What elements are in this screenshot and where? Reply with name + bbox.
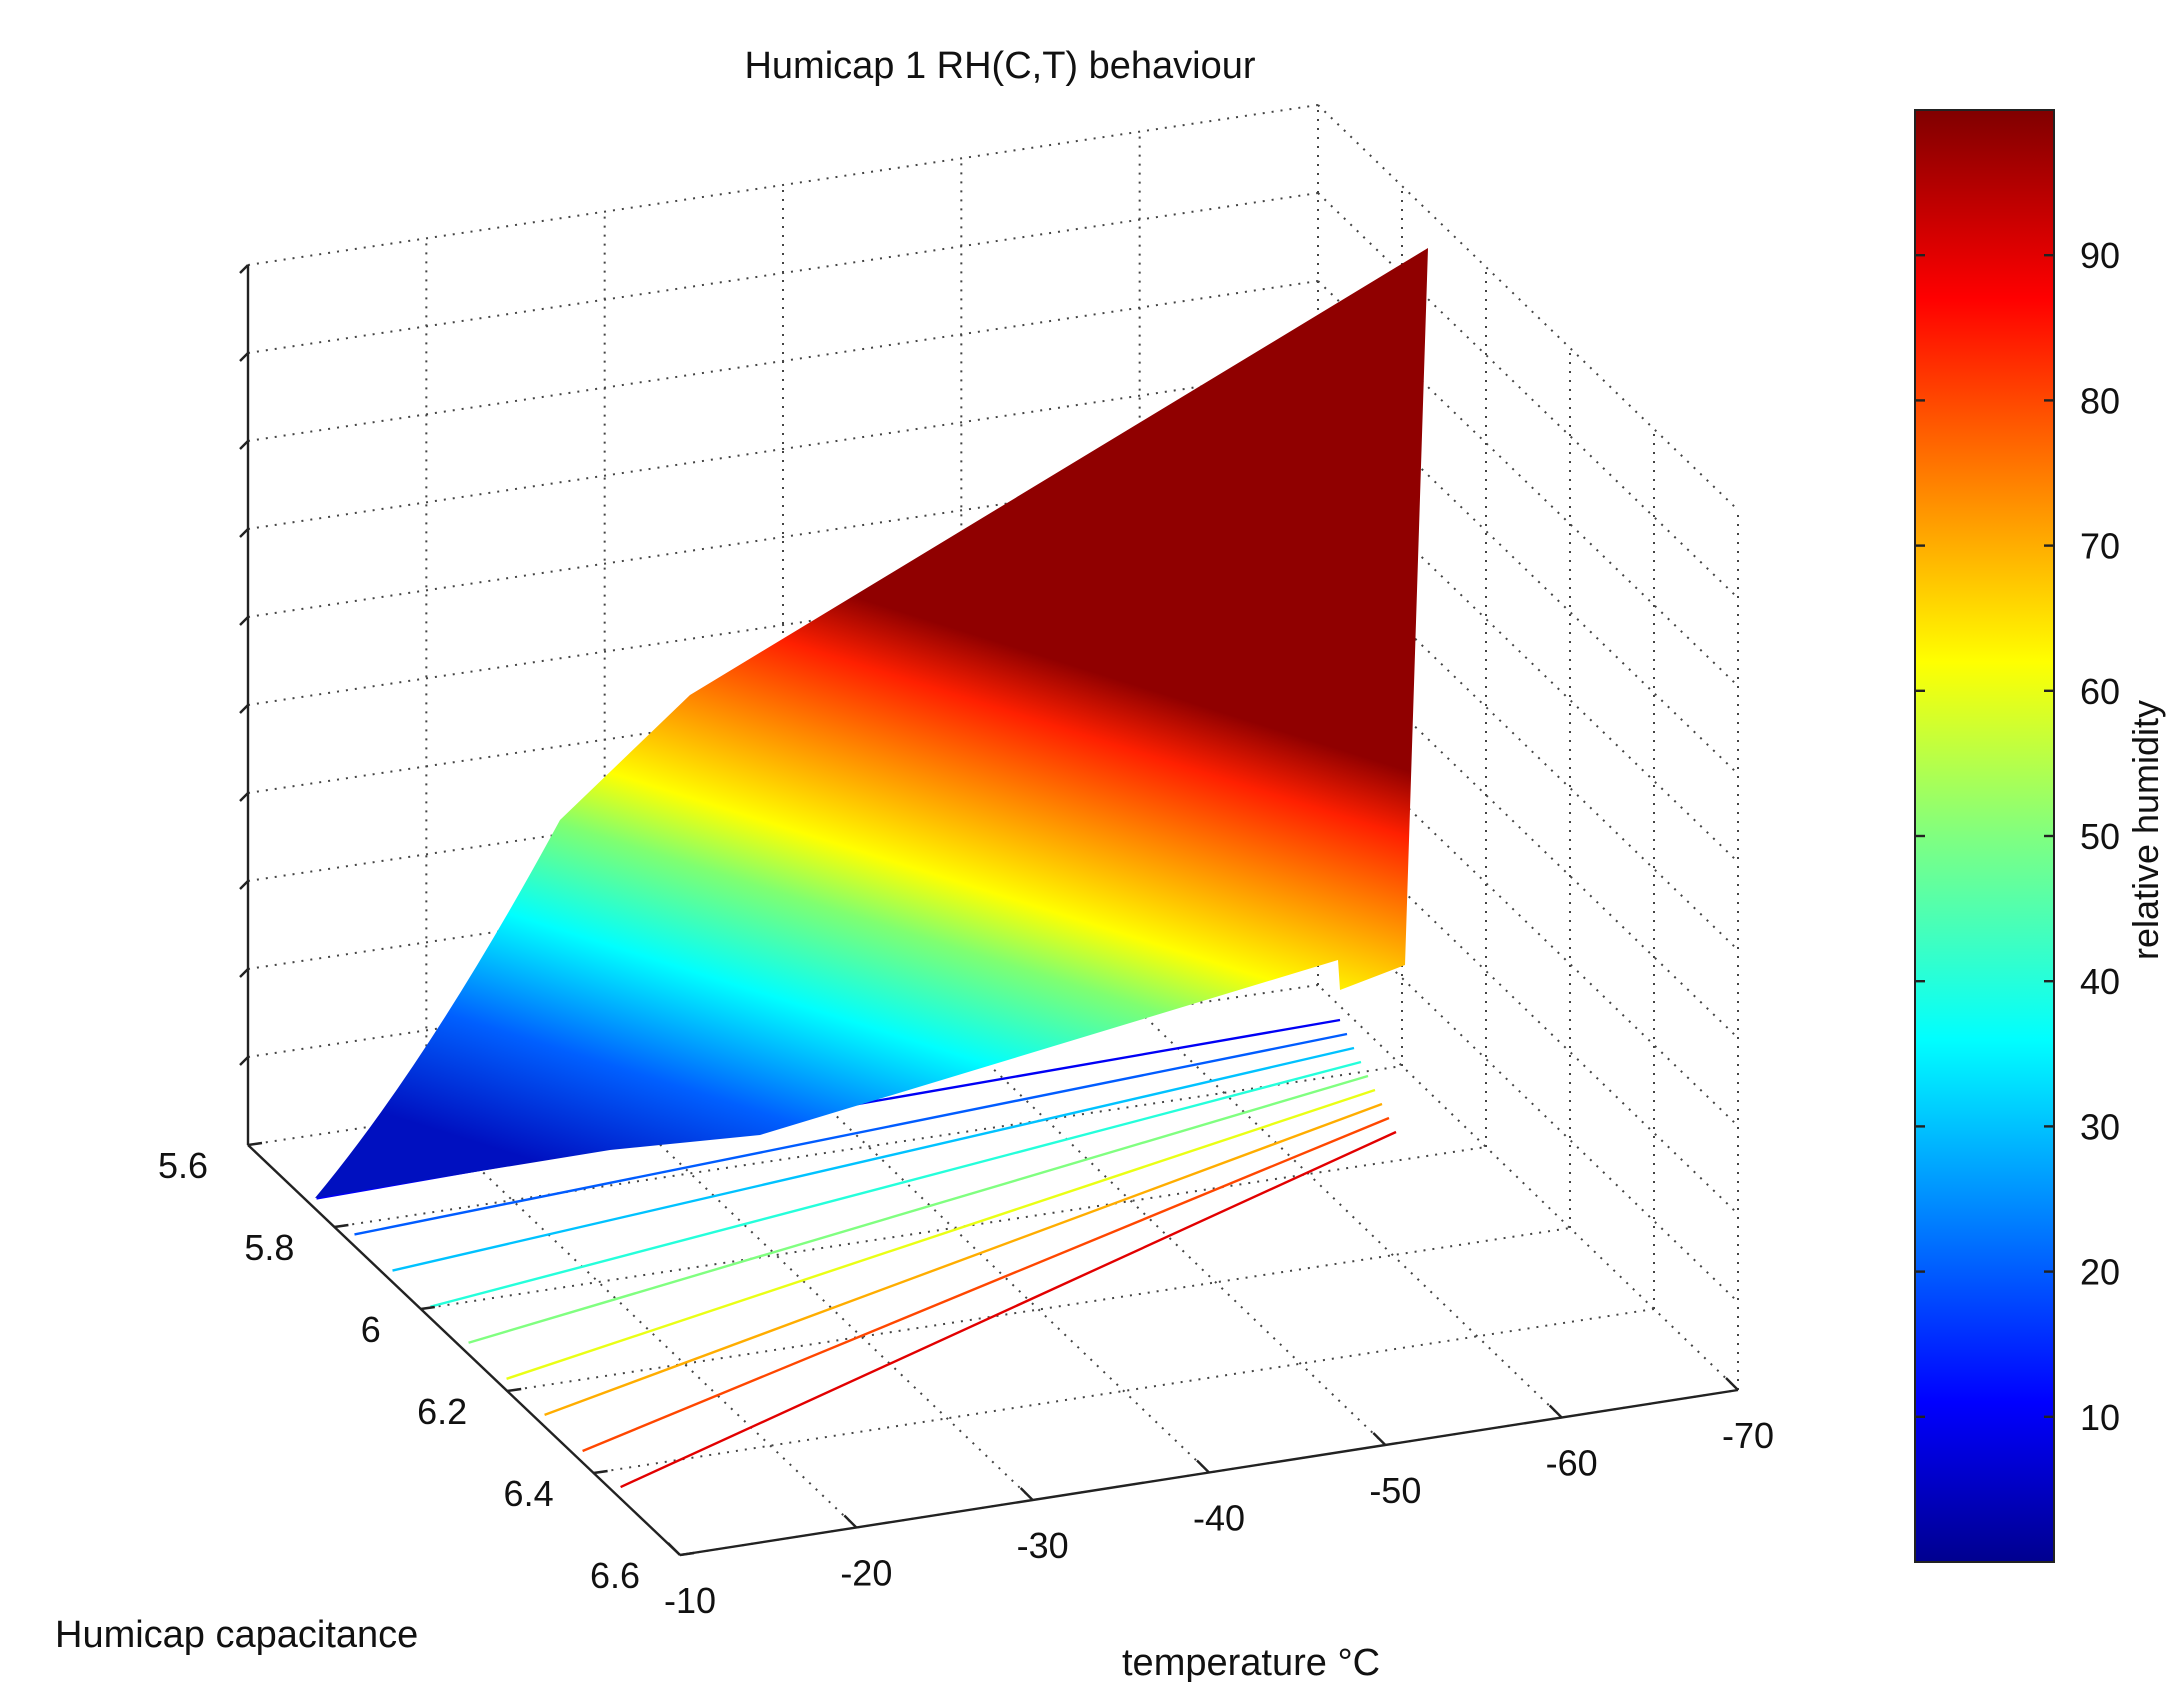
colorbar-tick-label: 60 bbox=[2080, 671, 2120, 712]
wall-grid-line bbox=[247, 192, 1319, 354]
wall-grid-line bbox=[1317, 544, 1739, 951]
colorbar-tick-label: 90 bbox=[2080, 235, 2120, 276]
y-tick-mark bbox=[1372, 1432, 1387, 1446]
x-tick-label: 6.2 bbox=[417, 1391, 467, 1432]
y-axis-label: temperature °C bbox=[1122, 1642, 1380, 1682]
rh-surface bbox=[315, 248, 1428, 1198]
wall-grid-line bbox=[1317, 896, 1739, 1303]
y-tick-label: -40 bbox=[1193, 1498, 1245, 1539]
colorbar-tick-label: 30 bbox=[2080, 1106, 2120, 1147]
floor-grid-line bbox=[782, 1064, 1210, 1474]
x-tick-label: 6.4 bbox=[504, 1473, 554, 1514]
z-tick-mark bbox=[239, 264, 249, 274]
colorbar: 10 20 30 40 50 60 70 80 90 relative humidity bbox=[1914, 109, 2166, 1563]
wall-grid-line bbox=[247, 104, 1319, 266]
colorbar-gradient bbox=[1914, 109, 2055, 1563]
contour-line bbox=[544, 1102, 1383, 1417]
y-tick-label: -50 bbox=[1369, 1470, 1421, 1511]
colorbar-tick-label: 10 bbox=[2080, 1397, 2120, 1438]
x-tick-label: 6.6 bbox=[590, 1555, 640, 1596]
wall-grid-line bbox=[1317, 192, 1739, 599]
y-tick-label: -20 bbox=[840, 1553, 892, 1594]
contour-line bbox=[506, 1088, 1376, 1380]
contour-line bbox=[392, 1046, 1355, 1272]
contour-line bbox=[468, 1074, 1369, 1344]
x-axis-label: Humicap capacitance bbox=[55, 1614, 418, 1656]
wall-grid-line bbox=[1317, 456, 1739, 863]
colorbar-label: relative humidity bbox=[2125, 700, 2166, 960]
y-tick-mark bbox=[1548, 1404, 1563, 1419]
chart-title: Humicap 1 RH(C,T) behaviour bbox=[744, 45, 1255, 87]
y-tick-mark bbox=[1725, 1377, 1739, 1391]
wall-grid-line bbox=[247, 280, 1319, 442]
y-axis-ticks: -10 -20 -30 -40 -50 -60 -70 bbox=[664, 1377, 1774, 1621]
y-tick-mark bbox=[667, 1542, 681, 1556]
x-tick-mark bbox=[593, 1469, 608, 1475]
colorbar-tick-label: 70 bbox=[2080, 526, 2120, 567]
wall-grid-line bbox=[1317, 280, 1739, 687]
x-tick-label: 6 bbox=[361, 1309, 381, 1350]
x-tick-mark bbox=[679, 1551, 695, 1557]
colorbar-tick-label: 40 bbox=[2080, 961, 2120, 1002]
x-tick-mark bbox=[507, 1387, 522, 1393]
floor-grid-line bbox=[1138, 1010, 1563, 1419]
x-tick-label: 5.6 bbox=[158, 1145, 208, 1186]
colorbar-ticks: 10 20 30 40 50 60 70 80 90 bbox=[1915, 235, 2120, 1438]
wall-grid-line bbox=[1317, 720, 1739, 1127]
z-tick-mark bbox=[239, 880, 249, 890]
x-tick-label: 5.8 bbox=[244, 1227, 294, 1268]
y-tick-label: -30 bbox=[1017, 1525, 1069, 1566]
grid-lines bbox=[239, 104, 1739, 1557]
y-tick-label: -60 bbox=[1546, 1443, 1598, 1484]
wall-grid-line bbox=[1317, 632, 1739, 1039]
y-tick-mark bbox=[1019, 1487, 1034, 1501]
colorbar-tick-label: 80 bbox=[2080, 380, 2120, 421]
floor-grid-line bbox=[603, 1090, 1034, 1501]
colorbar-tick-label: 50 bbox=[2080, 816, 2120, 857]
wall-grid-line bbox=[247, 368, 1319, 530]
x-axis-ticks: 5.6 5.8 6 6.2 6.4 6.6 bbox=[158, 1141, 695, 1596]
y-tick-label: -10 bbox=[664, 1580, 716, 1621]
z-tick-mark bbox=[239, 528, 249, 538]
floor-grid-line bbox=[1317, 984, 1739, 1391]
y-tick-mark bbox=[1196, 1459, 1210, 1474]
z-tick-mark bbox=[239, 968, 249, 978]
contour-line bbox=[430, 1060, 1362, 1308]
x-axis-line bbox=[247, 1144, 681, 1556]
z-tick-mark bbox=[239, 1056, 249, 1066]
contour-line bbox=[620, 1130, 1397, 1489]
wall-grid-line bbox=[1317, 808, 1739, 1215]
contour-line bbox=[582, 1116, 1390, 1453]
z-tick-mark bbox=[239, 792, 249, 802]
wall-grid-line bbox=[1317, 368, 1739, 775]
wall-grid-line bbox=[1317, 104, 1739, 511]
z-tick-mark bbox=[239, 704, 249, 714]
x-tick-mark bbox=[247, 1141, 263, 1147]
surface-plot bbox=[315, 248, 1428, 1198]
z-tick-mark bbox=[239, 616, 249, 626]
y-tick-mark bbox=[843, 1514, 858, 1529]
contour-line bbox=[354, 1032, 1348, 1236]
z-tick-mark bbox=[239, 352, 249, 362]
x-tick-mark bbox=[420, 1305, 435, 1311]
x-tick-mark bbox=[334, 1223, 349, 1229]
colorbar-tick-label: 20 bbox=[2080, 1252, 2120, 1293]
z-tick-mark bbox=[239, 440, 249, 450]
y-tick-label: -70 bbox=[1722, 1415, 1774, 1456]
